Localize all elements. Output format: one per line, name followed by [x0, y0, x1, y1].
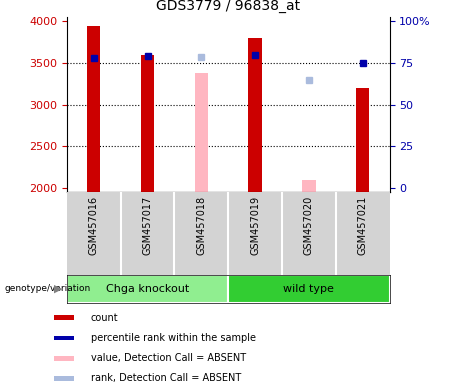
- Bar: [54, 316, 75, 320]
- Bar: [54, 356, 75, 361]
- Bar: [87, 26, 100, 192]
- Bar: [228, 275, 390, 303]
- Bar: [248, 38, 262, 192]
- Text: ▶: ▶: [54, 284, 62, 294]
- Text: rank, Detection Call = ABSENT: rank, Detection Call = ABSENT: [91, 373, 241, 383]
- Text: GSM457020: GSM457020: [304, 196, 314, 255]
- Text: genotype/variation: genotype/variation: [5, 285, 91, 293]
- Text: wild type: wild type: [284, 284, 334, 294]
- Text: count: count: [91, 313, 118, 323]
- Text: GSM457021: GSM457021: [358, 196, 368, 255]
- Bar: [54, 336, 75, 341]
- Text: GSM457017: GSM457017: [142, 196, 153, 255]
- Bar: [195, 73, 208, 192]
- Bar: [141, 55, 154, 192]
- Text: GSM457018: GSM457018: [196, 196, 207, 255]
- Title: GDS3779 / 96838_at: GDS3779 / 96838_at: [156, 0, 300, 13]
- Text: Chga knockout: Chga knockout: [106, 284, 189, 294]
- Text: value, Detection Call = ABSENT: value, Detection Call = ABSENT: [91, 353, 246, 363]
- Bar: [54, 376, 75, 381]
- Bar: [302, 180, 316, 192]
- Bar: [356, 88, 369, 192]
- Bar: [67, 275, 228, 303]
- Text: GSM457016: GSM457016: [89, 196, 99, 255]
- Text: percentile rank within the sample: percentile rank within the sample: [91, 333, 256, 343]
- Text: GSM457019: GSM457019: [250, 196, 260, 255]
